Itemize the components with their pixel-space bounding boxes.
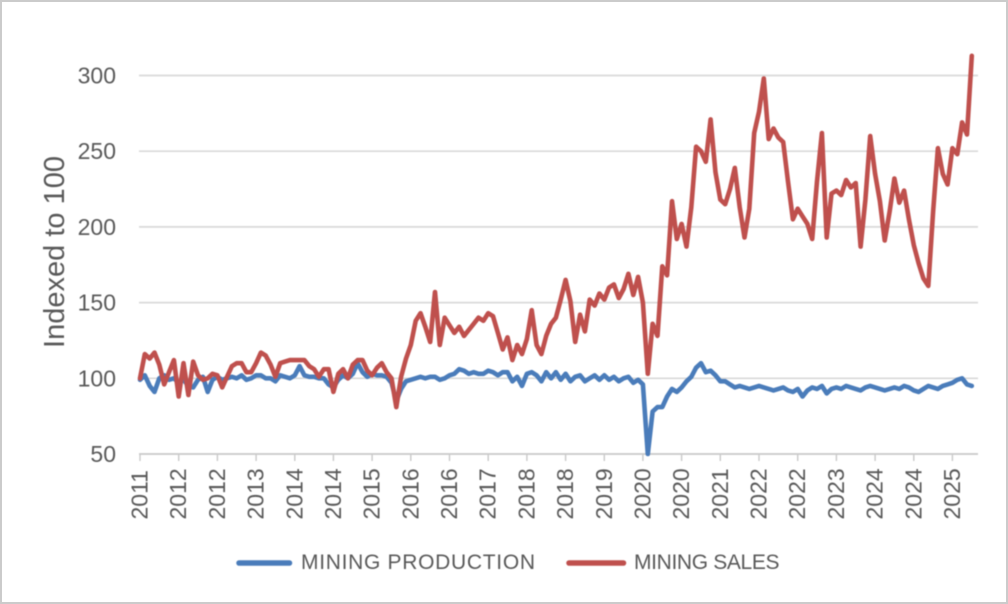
- svg-text:2022: 2022: [746, 468, 772, 519]
- svg-text:2019: 2019: [591, 468, 617, 519]
- svg-text:2014: 2014: [281, 468, 307, 519]
- svg-text:300: 300: [78, 63, 116, 89]
- svg-text:2018: 2018: [513, 468, 539, 519]
- svg-text:2024: 2024: [900, 468, 926, 519]
- svg-text:2025: 2025: [939, 468, 965, 519]
- svg-text:2015: 2015: [359, 468, 385, 519]
- svg-text:2021: 2021: [707, 468, 733, 519]
- svg-text:250: 250: [78, 138, 116, 164]
- svg-text:2014: 2014: [320, 468, 346, 519]
- svg-text:2016: 2016: [397, 468, 423, 519]
- svg-text:2017: 2017: [475, 468, 501, 519]
- svg-text:2023: 2023: [823, 468, 849, 519]
- svg-text:2016: 2016: [436, 468, 462, 519]
- svg-text:2013: 2013: [243, 468, 269, 519]
- svg-text:Indexed to 100: Indexed to 100: [39, 156, 71, 348]
- svg-text:150: 150: [78, 290, 116, 316]
- svg-text:2018: 2018: [552, 468, 578, 519]
- svg-text:2020: 2020: [668, 468, 694, 519]
- svg-text:2024: 2024: [862, 468, 888, 519]
- svg-text:200: 200: [78, 214, 116, 240]
- svg-text:MINING SALES: MINING SALES: [634, 551, 780, 574]
- svg-text:2020: 2020: [629, 468, 655, 519]
- svg-text:100: 100: [78, 365, 116, 391]
- svg-text:2012: 2012: [204, 468, 230, 519]
- svg-text:50: 50: [90, 441, 116, 467]
- svg-text:2012: 2012: [165, 468, 191, 519]
- svg-text:2011: 2011: [127, 470, 153, 519]
- svg-text:MINING PRODUCTION: MINING PRODUCTION: [301, 551, 536, 574]
- svg-text:2022: 2022: [784, 468, 810, 519]
